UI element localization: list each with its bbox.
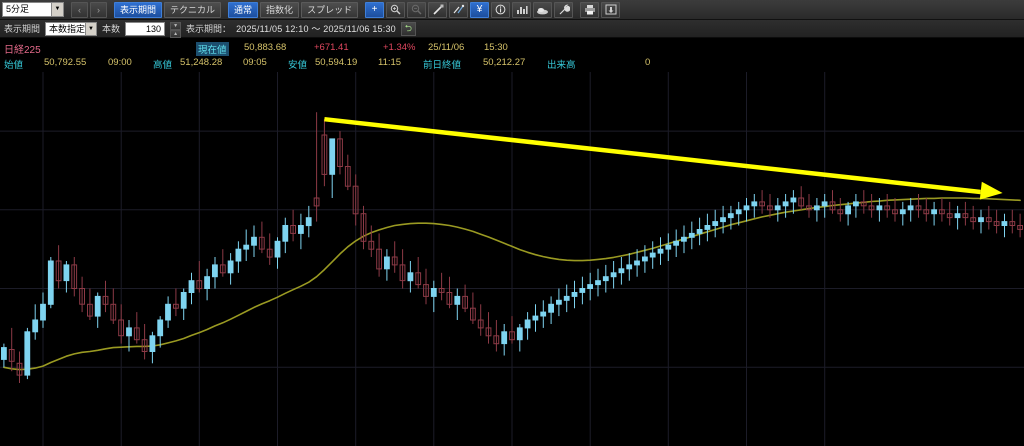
volume-icon[interactable] — [512, 1, 532, 18]
symbol-name: 日経225 — [4, 45, 41, 56]
cloud-icon[interactable] — [533, 1, 553, 18]
stepper-down-icon[interactable]: ▼ — [170, 21, 182, 30]
chart-svg[interactable] — [0, 72, 1024, 446]
quote-row-secondary: 始値 50,792.55 09:00 高値 51,248.28 09:05 安値… — [0, 55, 1024, 71]
print-icon[interactable] — [580, 1, 600, 18]
prev-close-value: 50,212.27 — [483, 57, 526, 68]
bar-count-input[interactable]: 130 — [125, 21, 166, 36]
quote-date: 25/11/06 — [428, 42, 465, 53]
tab-technical[interactable]: テクニカル — [164, 1, 222, 18]
quote-row-primary: 日経225 現在値 50,883.68 +671.41 +1.34% 25/11… — [0, 40, 1024, 56]
open-time: 09:00 — [108, 57, 132, 68]
chevron-down-icon[interactable]: ▼ — [51, 3, 63, 16]
low-value: 50,594.19 — [315, 57, 358, 68]
high-time: 09:05 — [243, 57, 267, 68]
period-mode-value: 本数指定 — [49, 24, 86, 34]
price-change-value: +671.41 — [314, 42, 349, 53]
period-mode-select[interactable]: 本数指定 ▼ — [45, 21, 98, 36]
reset-icon[interactable]: ⮌ — [400, 21, 416, 36]
toolbar-primary: 5分足 ▼ ‹ › 表示期間 テクニカル 通常 指数化 スプレッド + ¥ — [0, 0, 1024, 20]
current-price-value: 50,883.68 — [244, 42, 287, 53]
bar-count-stepper[interactable]: ▼ ▲ — [170, 21, 182, 38]
low-time: 11:15 — [378, 57, 402, 68]
label-prev-close: 前日終値 — [423, 60, 462, 71]
grid-lines — [0, 72, 1024, 446]
volume-value: 0 — [645, 57, 651, 68]
line-tool-icon[interactable] — [428, 1, 448, 18]
label-open: 始値 — [4, 60, 24, 71]
candlestick-chart[interactable] — [0, 72, 1024, 446]
chevron-down-icon[interactable]: ▼ — [85, 22, 97, 35]
candlestick-series — [1, 112, 1024, 383]
tab-display-period[interactable]: 表示期間 — [114, 1, 163, 18]
yen-currency-icon[interactable]: ¥ — [470, 1, 490, 18]
label-bar-count: 本数 — [102, 24, 121, 34]
high-value: 51,248.28 — [180, 57, 223, 68]
label-range: 表示期間： — [186, 24, 232, 34]
tab-indexed[interactable]: 指数化 — [260, 1, 300, 18]
draw-tool-icon[interactable] — [449, 1, 469, 18]
stepper-up-icon[interactable]: ▲ — [170, 29, 182, 38]
export-icon[interactable] — [601, 1, 621, 18]
timeframe-select[interactable]: 5分足 ▼ — [2, 2, 64, 17]
timeframe-value: 5分足 — [6, 4, 30, 14]
zoom-in-icon[interactable] — [386, 1, 406, 18]
nav-next-button[interactable]: › — [90, 1, 107, 18]
add-icon[interactable]: + — [365, 1, 385, 18]
trendline-annotation[interactable] — [324, 116, 1003, 200]
info-icon[interactable] — [491, 1, 511, 18]
range-value: 2025/11/05 12:10 ～ 2025/11/06 15:30 — [236, 24, 396, 34]
quote-time: 15:30 — [484, 42, 508, 53]
price-change-percent: +1.34% — [383, 42, 416, 53]
zoom-out-icon[interactable] — [407, 1, 427, 18]
open-value: 50,792.55 — [44, 57, 87, 68]
label-high: 高値 — [153, 60, 173, 71]
label-low: 安値 — [288, 60, 308, 71]
toolbar-secondary: 表示期間 本数指定 ▼ 本数 130 ▼ ▲ 表示期間： 2025/11/05 … — [0, 20, 1024, 38]
label-volume: 出来高 — [547, 60, 576, 71]
moving-average-line — [3, 197, 1021, 371]
tab-spread[interactable]: スプレッド — [301, 1, 359, 18]
nav-prev-button[interactable]: ‹ — [71, 1, 88, 18]
label-current-price: 現在値 — [196, 42, 229, 56]
label-display-period: 表示期間 — [4, 24, 41, 34]
wrench-icon[interactable] — [554, 1, 574, 18]
tab-normal[interactable]: 通常 — [228, 1, 259, 18]
